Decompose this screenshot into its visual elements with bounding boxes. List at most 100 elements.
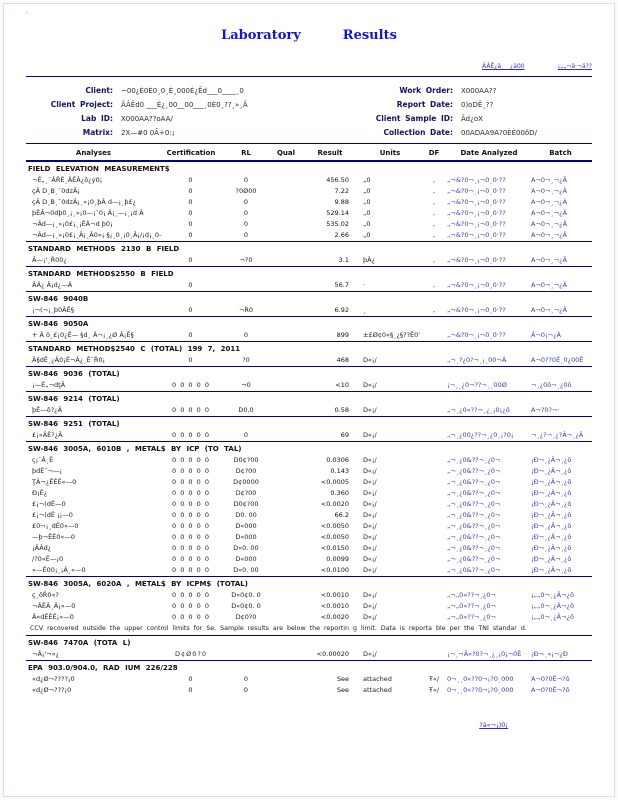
certification-value: 0 0 0 0 0: [172, 591, 210, 599]
batch-value: ¡„„0¬¸¿Â¬¿ô: [531, 602, 574, 610]
certification-value: 0 0 0 0 0: [172, 602, 210, 610]
qual-value: [271, 231, 301, 240]
units-value: D«¡/: [363, 489, 377, 497]
result-value: <0.0100: [320, 566, 349, 574]
analyte-name: ¬Âd—¡¸»¡0£¡¸Â¡¸Â0«¡ §¡¸0¸¡0¸Â¡/¡d¡¸0—¬¡d…: [32, 231, 161, 239]
date-analyzed-value: 0¬¸¸0«??0¬¡?0¸000: [447, 675, 514, 683]
units-value: ±£Ø¢0«§¸¿§??Ê0'¡: [363, 331, 421, 339]
method-section: STANDARD METHOD$2540 C (TOTAL) 199 7, 20…: [26, 341, 592, 366]
rl-value: 0: [243, 686, 249, 694]
certification-value: 0 0 0 0 0: [172, 478, 210, 486]
result-row: ¬Â¡'¬«¿ D¢Ø0?0 <0.00020 D«¡/ ¡¬¸¬Â«?0?¬¸…: [26, 649, 592, 660]
result-row: ¡ÂÂd¿ 0 0 0 0 0 D«0. 00 <0.0150 D«¡/ „¬¸…: [26, 543, 592, 554]
header-link-2[interactable]: ¡„„¬ä·¬ä??: [557, 63, 592, 70]
qual-value: [271, 187, 301, 196]
rl-value: D¢0000: [233, 478, 259, 486]
result-row: «d¿Ø¬???¡0 0 0 See attached Ŧ«/ 0¬¸¸0«??…: [26, 685, 592, 696]
method-header: SW-846 9040B: [26, 291, 592, 305]
certification-value: 0: [188, 686, 194, 694]
qual-value: [271, 306, 301, 315]
result-row: çÂ D¸B¸¯0dzÂ¡ 0 ?0Ø00 7.22 „0 , „¬&?0¬¸¡…: [26, 186, 592, 197]
date-analyzed-value: „¬¸¿0&??¬¸¿0¬: [447, 522, 501, 530]
qual-value: [271, 220, 301, 229]
method-section: SW-846 9251 (TOTAL) £¡«ÂÊ?¿Â 0 0 0 0 0 0…: [26, 416, 592, 441]
certification-value: 0 0 0 0 0: [172, 613, 210, 621]
header-link-1[interactable]: ÂÂÊ¿ä¸__¿ä00: [482, 63, 525, 70]
batch-value: ¡Đ¬¸¿Â¬¸¿ô: [531, 456, 572, 464]
qual-value: [271, 591, 301, 600]
qual-value: [271, 522, 301, 531]
date-analyzed-value: „¬¸¿0&??¬¸¿0¬: [447, 456, 501, 464]
units-value: D«¡/: [363, 456, 377, 464]
certification-value: 0: [188, 176, 194, 184]
result-value: 9.88: [334, 198, 349, 206]
units-value: D«¡/: [363, 613, 377, 621]
result-row: çÂ D¸B¸¯0dzÂ¡¸»¡0¸þÂ d—¡¸þ£¿ 0 0 9.88 „0…: [26, 197, 592, 208]
df-value: [421, 356, 447, 365]
rl-value: 0: [243, 331, 249, 339]
analyte-name: /?0«Ê—¡0: [32, 555, 64, 563]
qual-value: [271, 478, 301, 487]
client-project-value: ÂÂÊd0 ___È¿¸00__00___¸0È0¸??¸»¸Â: [121, 100, 248, 109]
method-section: SW-846 3005A, 6010B , METAL$ BY ICP (TO …: [26, 441, 592, 576]
analyte-name: ¡ÂÂd¿: [32, 544, 52, 552]
rl-value: D0¢?00: [233, 500, 259, 508]
units-value: „0: [363, 187, 371, 195]
date-analyzed-value: „¬¸¿0&??¬¸¿0¬: [447, 511, 501, 519]
date-analyzed-value: „¬¸?¿0?¬¸¡¸00¬Â: [447, 356, 507, 364]
units-value: D«¡/: [363, 500, 377, 508]
result-row: ¬Ê„¸¯ÂŘÊ¸ÂÊÂ¿ô¿ý0¡ 0 0 456.50 „0 , „¬&?0…: [26, 175, 592, 186]
analyte-name: ÂÂ¿ Â¡d¿—Â: [32, 281, 73, 289]
certification-value: 0 0 0 0 0: [172, 431, 210, 439]
df-value: [421, 650, 447, 659]
report-date-label: Report Date:: [396, 99, 453, 109]
result-value: <0.0050: [320, 533, 349, 541]
rl-value: D¢?00: [235, 489, 257, 497]
method-section: SW-846 9036 (TOTAL) ¡—Ê„¬dţÂ 0 0 0 0 0 ¬…: [26, 366, 592, 391]
units-value: „0: [363, 198, 371, 206]
qual-value: [271, 613, 301, 622]
date-analyzed-value: „¬&?0¬¸¡¬0¸0·??: [447, 209, 506, 217]
batch-value: ¡Đ¬¸¿Â¬¸¿ô: [531, 555, 572, 563]
result-row: þÊ—ô?¿Â 0 0 0 0 0 D0.0 0.58 D«¡/ „¬¸¿0«?…: [26, 405, 592, 416]
units-value: D«¡/: [363, 406, 377, 414]
units-value: D«¡/: [363, 478, 377, 486]
analyte-name: + Â ô¸£¡0¿Ê— §d¸ Â¬¡¸¿Ø Â¡Ê§: [32, 331, 134, 339]
analyte-name: ŢÂ¬¿ÊÊÊ«—0: [32, 478, 77, 486]
batch-value: A¬0¬¸¬¿Â: [531, 231, 568, 239]
footer-link[interactable]: ?ä«¬¡)0¡: [479, 721, 508, 729]
date-analyzed-value: „¬¸¿0«??¬¸¿¸¡0¡¿ô: [447, 406, 510, 414]
result-value: <0.0020: [320, 613, 349, 621]
info-row-client: Client: ~00¿È0È0¸0¸È¸000È¿Êd___0____¸0 W…: [26, 83, 592, 97]
df-value: [421, 467, 447, 476]
analyte-name: þÊÂ¬0dþ0¸¡¸»¡0—¡¯0¡ Â¡¸—¡¸¡d Â: [32, 209, 144, 217]
batch-value: A¬0?0Ê¬?ô: [531, 686, 570, 694]
corner-mark: ·: [26, 10, 28, 17]
result-value: 456.50: [326, 176, 349, 184]
analyte-name: «d¿Ø¬????¡0: [32, 675, 75, 683]
qual-value: [271, 256, 301, 265]
method-section: EPA 903.0/904.0, RAD IUM 226/228 «d¿Ø¬??…: [26, 660, 592, 696]
section-rows: þÊ—ô?¿Â 0 0 0 0 0 D0.0 0.58 D«¡/ „¬¸¿0«?…: [26, 405, 592, 416]
result-value: <0.0150: [320, 544, 349, 552]
result-row: Â«dÊÊÊ¡«—0 0 0 0 0 0 D¢0?0 <0.0020 D«¡/ …: [26, 612, 592, 623]
units-value: D«¡/: [363, 650, 377, 658]
result-value: 6.92: [334, 306, 349, 314]
qual-value: [271, 533, 301, 542]
result-value: <0.0010: [320, 602, 349, 610]
col-df: DF: [428, 149, 440, 157]
method-header: EPA 903.0/904.0, RAD IUM 226/228: [26, 660, 592, 674]
result-row: —þ¬ÊÊ0«—0 0 0 0 0 0 D«000 <0.0050 D«¡/ „…: [26, 532, 592, 543]
qual-value: [271, 456, 301, 465]
analyte-name: ¬Âd—¡¸»¡0£¡¸¡ÊÂ¬d þ0¡: [32, 220, 113, 228]
df-value: [421, 555, 447, 564]
qual-value: [271, 650, 301, 659]
certification-value: 0: [188, 306, 194, 314]
result-row: £¡¬(dÊ—0 0 0 0 0 0 D0¢?00 <0.0020 D«¡/ „…: [26, 499, 592, 510]
result-row: «d¿Ø¬????¡0 0 0 See attached Ŧ«/ 0¬¸¸0«?…: [26, 674, 592, 685]
info-row-project: Client Project: ÂÂÊd0 ___È¿¸00__00___¸0È…: [26, 97, 592, 111]
lab-id-value: X000AA??oAA/: [121, 114, 173, 123]
units-value: attached: [363, 675, 392, 683]
method-header: SW-846 3005A, 6010B , METAL$ BY ICP (TO …: [26, 441, 592, 455]
result-row: Â—¡'¸Ř00¿ 0 ¬?0 3.1 þÂ¿ , „¬&?0¬¸¡¬0¸0·?…: [26, 255, 592, 266]
